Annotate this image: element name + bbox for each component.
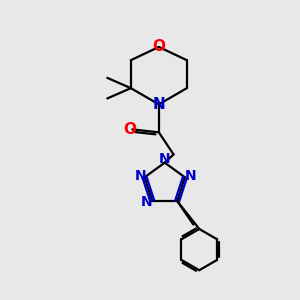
Text: N: N xyxy=(152,97,165,112)
Text: N: N xyxy=(134,169,146,183)
Text: N: N xyxy=(141,196,153,209)
Text: O: O xyxy=(152,39,165,54)
Text: O: O xyxy=(123,122,136,137)
Text: N: N xyxy=(184,169,196,183)
Text: N: N xyxy=(159,152,170,166)
